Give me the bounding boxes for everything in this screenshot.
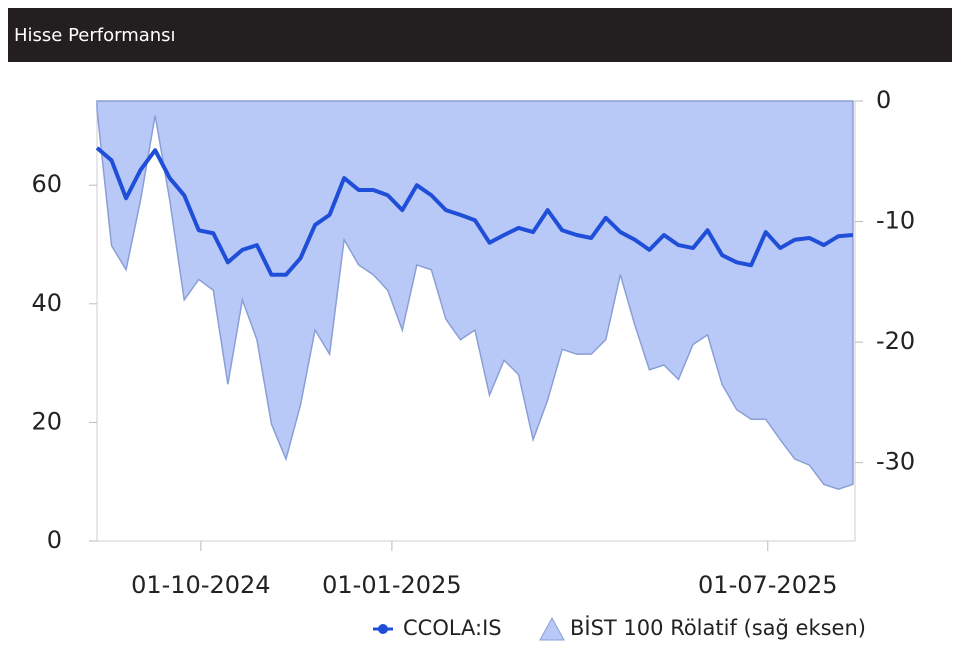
- header-bar: [8, 8, 952, 62]
- line: [95, 146, 854, 277]
- y2-tick-label: -20: [876, 327, 915, 355]
- area: [96, 100, 854, 490]
- x-tick-label: 01-10-2024: [131, 571, 270, 599]
- y-tick-label: 60: [31, 170, 62, 198]
- y2-tick-label: -10: [876, 207, 915, 235]
- y2-tick-label: -30: [876, 448, 915, 476]
- legend-triangle: [539, 616, 565, 641]
- y2-tick-label: 0: [876, 86, 891, 114]
- y-tick-label: 20: [31, 407, 62, 435]
- x-tick-label: 01-01-2025: [322, 571, 461, 599]
- y-tick-label: 0: [47, 526, 62, 554]
- legend-marker: [378, 624, 388, 634]
- legend-label: CCOLA:IS: [403, 616, 502, 640]
- chart-title: Hisse Performansı: [14, 25, 176, 46]
- x-tick-label: 01-07-2025: [698, 571, 837, 599]
- y-tick-label: 40: [31, 289, 62, 317]
- legend-label: BİST 100 Rölatif (sağ eksen): [570, 615, 866, 640]
